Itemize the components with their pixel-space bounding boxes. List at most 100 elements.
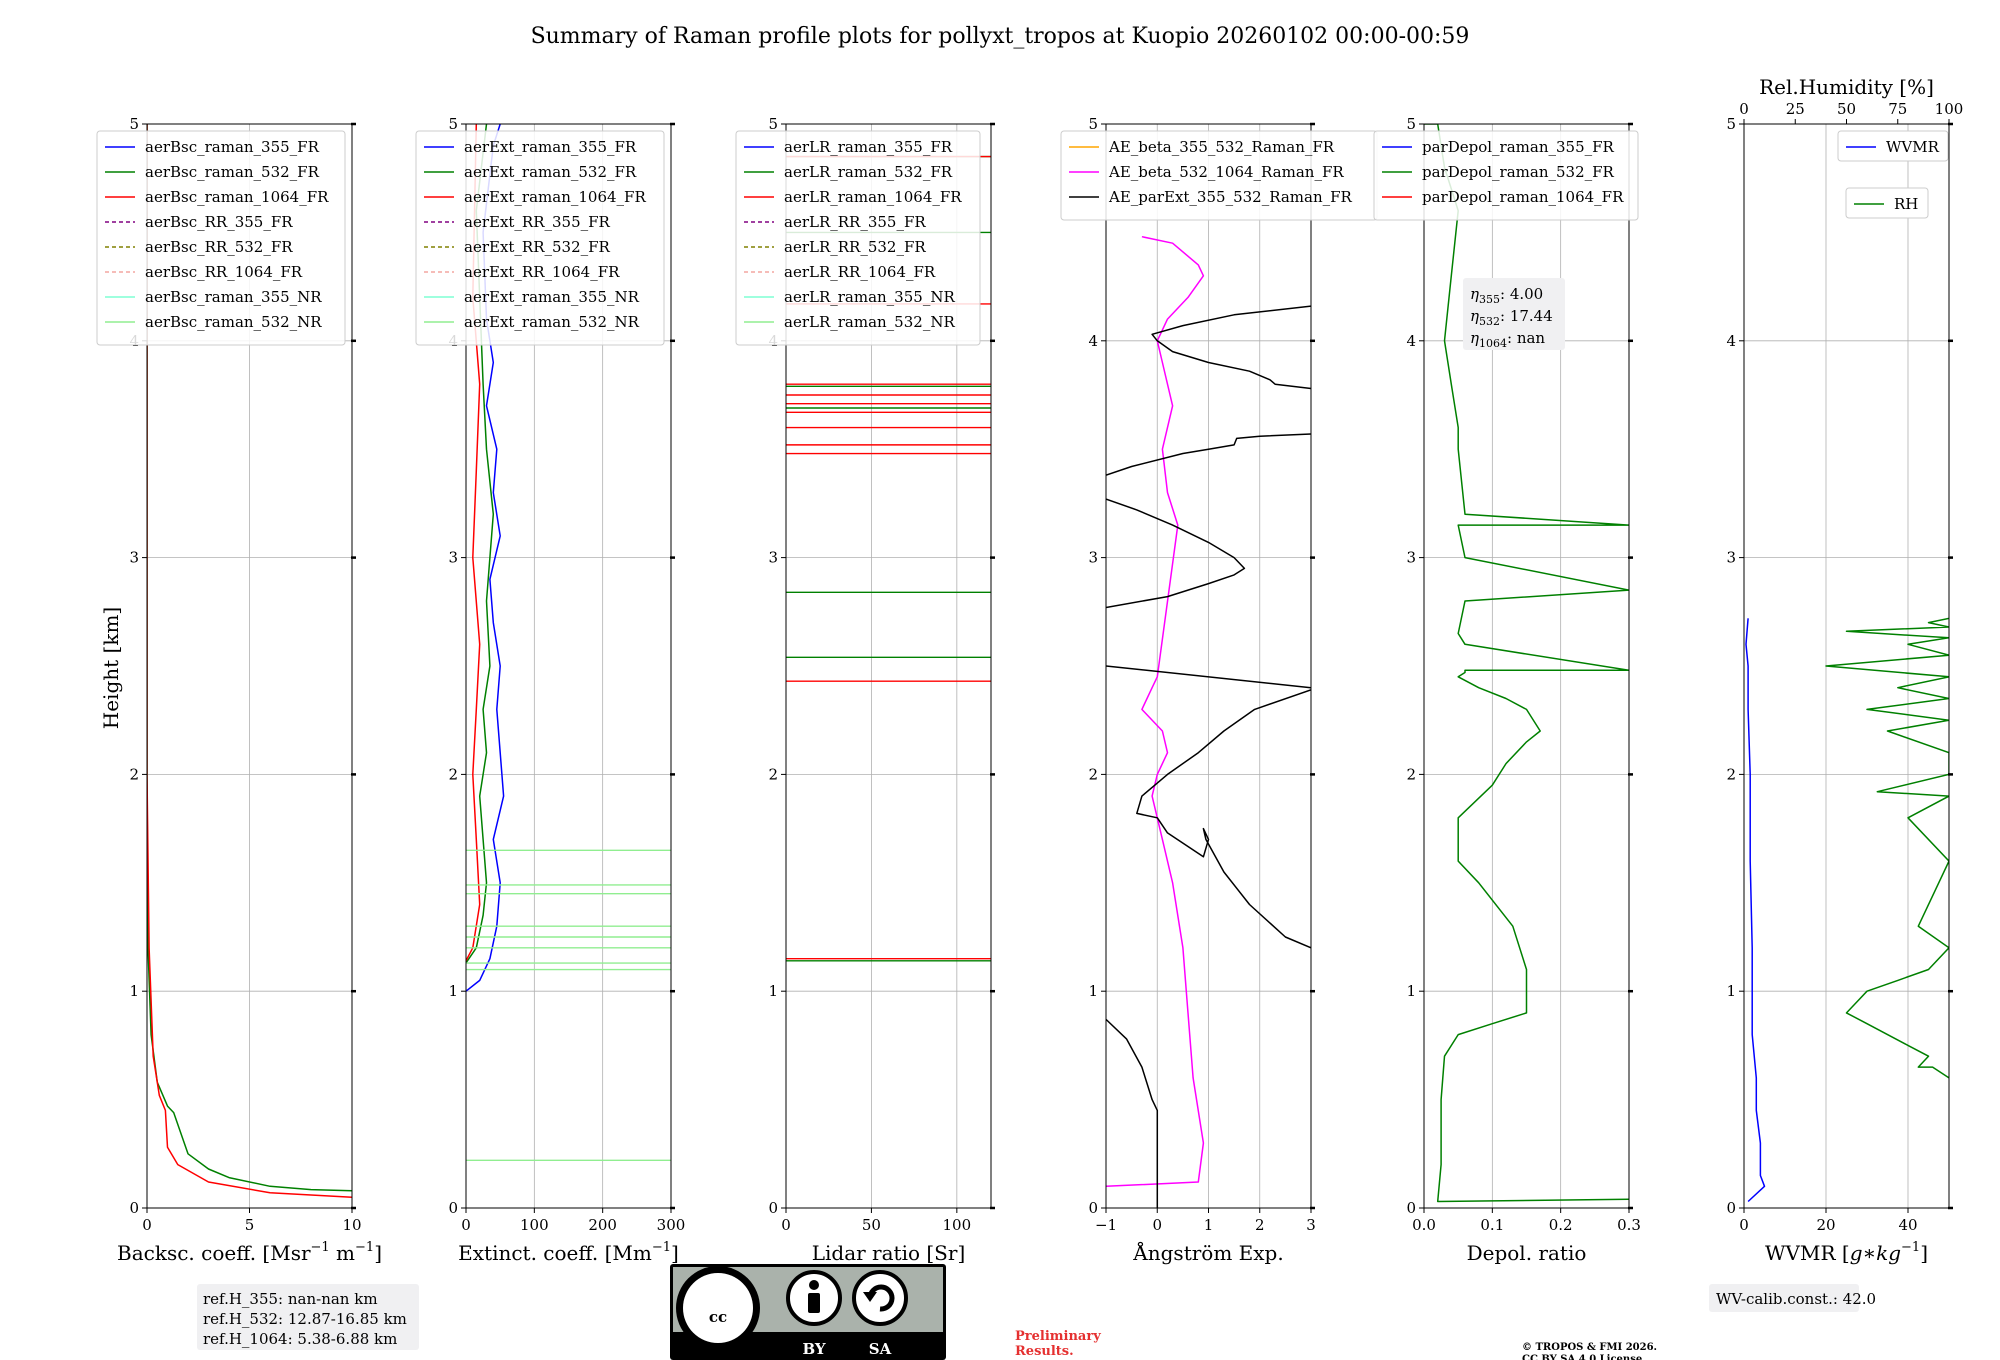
ref-height-line: ref.H_532: 12.87-16.85 km (203, 1310, 407, 1328)
x-axis-label-part: −1 (652, 1240, 671, 1255)
x-tick-label: 0.0 (1412, 1216, 1436, 1234)
eta-symbol: η (1470, 329, 1479, 347)
y-tick-label: 2 (448, 765, 458, 783)
x-axis-label-part: ] (1920, 1241, 1928, 1265)
legend-entry: aerLR_raman_1064_FR (784, 188, 962, 206)
legend-entry: parDepol_raman_532_FR (1422, 163, 1615, 181)
y-tick-label: 2 (129, 765, 139, 783)
series-ae-5 (1106, 433, 1311, 476)
top-tick-label: 0 (1739, 100, 1749, 118)
ref-height-line: ref.H_355: nan-nan km (203, 1290, 378, 1308)
y-tick-label: 0 (1726, 1199, 1736, 1217)
figure-title: Summary of Raman profile plots for polly… (531, 24, 1470, 49)
axes-frame (1423, 123, 1630, 1209)
y-tick-label: 2 (768, 765, 778, 783)
legend-depol: parDepol_raman_355_FR parDepol_raman_532_… (1373, 130, 1639, 221)
legend-box (1837, 130, 1949, 162)
sa-icon-arrow (867, 1284, 895, 1312)
legend-entry: aerBsc_RR_355_FR (145, 213, 293, 231)
x-axis-label: WVMR [g∗kg−1] (1765, 1240, 1928, 1265)
y-axis-label: Height [km] (99, 607, 123, 729)
x-axis-label: Depol. ratio (1467, 1241, 1587, 1265)
panel-lr: 012345050100Lidar ratio [Sr]aerLR_raman_… (735, 115, 995, 1265)
series-group (1424, 124, 1629, 1203)
y-tick-label: 2 (1088, 765, 1098, 783)
y-tick-label: 3 (768, 549, 778, 567)
y-tick-label: 1 (1088, 982, 1098, 1000)
series-ext-2 (466, 124, 481, 962)
x-axis-label: Backsc. coeff. [Msr−1 m−1] (117, 1240, 382, 1265)
y-tick-label: 5 (1088, 115, 1098, 133)
legend-lr: aerLR_raman_355_FR aerLR_raman_532_FR aerL… (735, 130, 981, 346)
series-wv-0 (1745, 618, 1766, 1203)
legend-box (415, 130, 665, 346)
legend-entry: aerBsc_raman_355_NR (145, 288, 322, 306)
x-axis-label: Lidar ratio [Sr] (812, 1241, 966, 1265)
x-tick-label: −1 (1095, 1216, 1117, 1234)
eta-info-line: η532: 17.44 (1470, 307, 1553, 328)
sa-icon (852, 1270, 908, 1326)
y-tick-label: 4 (1406, 332, 1416, 350)
series-ae-0 (1106, 235, 1205, 1188)
x-tick-label: 0 (1739, 1216, 1749, 1234)
series-ae-1 (1106, 1018, 1159, 1208)
y-tick-label: 0 (1088, 1199, 1098, 1217)
legend-box (735, 130, 981, 346)
series-ae-3 (1106, 665, 1311, 689)
y-tick-label: 3 (1726, 549, 1736, 567)
by-icon-body (808, 1293, 820, 1313)
x-axis-label-part: g (1850, 1241, 1863, 1265)
series-ae-4 (1106, 498, 1246, 609)
legend-entry: parDepol_raman_355_FR (1422, 138, 1615, 156)
axes-frame (465, 123, 672, 1209)
ref-height-box (197, 1284, 419, 1350)
legend-entry: parDepol_raman_1064_FR (1422, 188, 1624, 206)
legend-bsc: aerBsc_raman_355_FR aerBsc_raman_532_FRae… (96, 130, 346, 346)
x-axis-label-part: ] (671, 1241, 679, 1265)
x-tick-label: 2 (1255, 1216, 1265, 1234)
eta-symbol: η (1470, 285, 1479, 303)
x-tick-label: 0 (461, 1216, 471, 1234)
legend-entry: aerExt_RR_1064_FR (464, 263, 620, 281)
legend-ae: AE_beta_355_532_Raman_FR AE_beta_532_1064… (1060, 130, 1378, 221)
y-tick-label: 5 (129, 115, 139, 133)
legend-entry: aerBsc_raman_532_NR (145, 313, 322, 331)
legend-entry: aerExt_raman_1064_FR (464, 188, 646, 206)
series-bsc-0 (147, 124, 352, 1192)
copyright-note: CC BY SA 4.0 License. (1522, 1354, 1646, 1360)
preliminary-note: Preliminary (1015, 1329, 1101, 1344)
eta-value: : 17.44 (1500, 307, 1553, 325)
x-tick-label: 100 (943, 1216, 972, 1234)
y-tick-label: 1 (768, 982, 778, 1000)
x-axis-label: Ångström Exp. (1132, 1240, 1283, 1265)
top-tick-label: 50 (1837, 100, 1856, 118)
ref-height-line: ref.H_1064: 5.38-6.88 km (203, 1330, 397, 1348)
panel-depol: 0 1 2 3 4 5 0.0 0.1 0.2 0.3 Depol. ratio parDepol_r… (1373, 115, 1641, 1265)
legend-entry: aerLR_raman_532_FR (784, 163, 953, 181)
legend-entry: aerLR_raman_532_NR (784, 313, 955, 331)
legend-entry: AE_parExt_355_532_Raman_FR (1108, 188, 1353, 206)
legend-entry: aerExt_raman_532_FR (464, 163, 637, 181)
wv-calib-label: WV-calib.const.: 42.0 (1716, 1290, 1876, 1308)
eta-value: : nan (1507, 329, 1545, 347)
legend-entry: AE_beta_355_532_Raman_FR (1108, 138, 1335, 156)
x-tick-label: 100 (520, 1216, 549, 1234)
x-axis-label-part: −1 (311, 1240, 330, 1255)
x-axis-label-part: m (330, 1241, 355, 1265)
y-tick-label: 4 (1726, 332, 1736, 350)
legend-entry: aerLR_raman_355_NR (784, 288, 955, 306)
x-axis-label-part: ] (374, 1241, 382, 1265)
copyright-note: © TROPOS & FMI 2026. (1522, 1342, 1657, 1353)
legend-entry: aerBsc_RR_1064_FR (145, 263, 303, 281)
wv-calib-box (1709, 1284, 1859, 1312)
series-wv-1 (1825, 617, 1949, 1079)
series-group (1745, 617, 1949, 1203)
legend-entry: aerBsc_raman_532_FR (145, 163, 320, 181)
legend-box (1845, 187, 1929, 219)
sa-icon-arrowhead (863, 1292, 877, 1302)
series-depol-0 (1424, 124, 1629, 1203)
y-tick-label: 1 (129, 982, 139, 1000)
legend-entry: aerLR_RR_1064_FR (784, 263, 936, 281)
